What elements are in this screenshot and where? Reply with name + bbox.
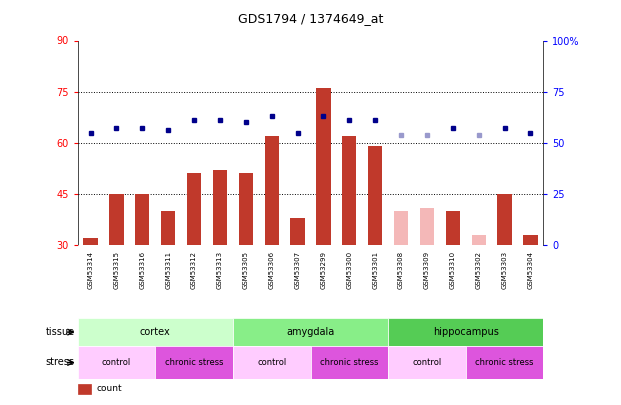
Bar — [394, 211, 408, 245]
Bar — [265, 136, 279, 245]
Text: GSM53307: GSM53307 — [294, 251, 301, 289]
Text: tissue: tissue — [45, 327, 75, 337]
Bar — [233, 318, 388, 346]
Bar — [388, 318, 543, 346]
Text: chronic stress: chronic stress — [320, 358, 379, 367]
Text: GSM53299: GSM53299 — [320, 251, 327, 289]
Text: GSM53305: GSM53305 — [243, 251, 249, 289]
Bar — [388, 346, 466, 379]
Bar — [78, 346, 155, 379]
Bar — [316, 88, 330, 245]
Text: stress: stress — [45, 358, 75, 367]
Bar — [155, 346, 233, 379]
Text: cortex: cortex — [140, 327, 171, 337]
Bar — [368, 146, 383, 245]
Bar — [310, 346, 388, 379]
Text: GSM53301: GSM53301 — [372, 251, 378, 289]
Bar — [135, 194, 150, 245]
Bar — [342, 136, 356, 245]
Bar — [109, 194, 124, 245]
Text: GSM53313: GSM53313 — [217, 251, 223, 289]
Bar — [213, 170, 227, 245]
Bar — [291, 218, 305, 245]
Text: GSM53300: GSM53300 — [347, 251, 352, 289]
Bar — [466, 346, 543, 379]
Text: GSM53312: GSM53312 — [191, 251, 197, 289]
Text: GSM53310: GSM53310 — [450, 251, 456, 289]
Bar — [238, 173, 253, 245]
Text: count: count — [96, 384, 122, 393]
Bar — [161, 211, 175, 245]
Text: GSM53315: GSM53315 — [114, 251, 119, 289]
Text: GSM53311: GSM53311 — [165, 251, 171, 289]
Bar — [420, 207, 434, 245]
Text: amygdala: amygdala — [286, 327, 335, 337]
Bar — [471, 235, 486, 245]
Text: chronic stress: chronic stress — [165, 358, 224, 367]
Text: GSM53303: GSM53303 — [502, 251, 507, 289]
Text: GSM53304: GSM53304 — [527, 251, 533, 289]
Text: control: control — [412, 358, 442, 367]
Text: GSM53314: GSM53314 — [88, 251, 94, 289]
Text: GSM53309: GSM53309 — [424, 251, 430, 289]
Bar — [83, 238, 97, 245]
Text: GSM53316: GSM53316 — [139, 251, 145, 289]
Text: hippocampus: hippocampus — [433, 327, 499, 337]
Bar — [524, 235, 538, 245]
Text: control: control — [102, 358, 131, 367]
Bar — [233, 346, 310, 379]
Text: GSM53306: GSM53306 — [269, 251, 274, 289]
Bar — [446, 211, 460, 245]
Text: GSM53302: GSM53302 — [476, 251, 482, 289]
Bar — [78, 318, 233, 346]
Bar — [497, 194, 512, 245]
Text: control: control — [257, 358, 286, 367]
Text: GDS1794 / 1374649_at: GDS1794 / 1374649_at — [238, 12, 383, 25]
Bar — [187, 173, 201, 245]
Text: chronic stress: chronic stress — [475, 358, 534, 367]
Text: GSM53308: GSM53308 — [398, 251, 404, 289]
